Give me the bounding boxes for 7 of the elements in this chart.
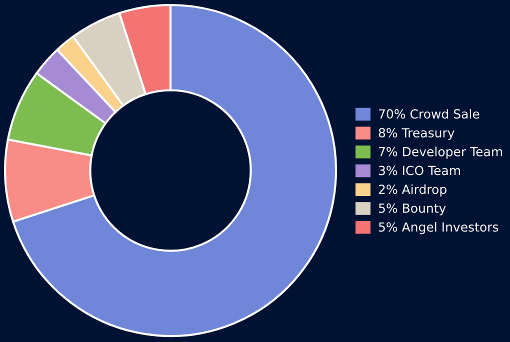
legend-label: 7% Developer Team [379, 146, 502, 159]
legend-label: 70% Crowd Sale [379, 108, 480, 119]
legend-label: 5% Bounty [378, 203, 446, 216]
legend-label: 3% ICO Team [378, 166, 460, 176]
legend-label: 2% Airdrop [378, 184, 446, 196]
legend-label: 5% Angel Investors [378, 222, 498, 234]
legend-label: 8% Treasury [378, 128, 454, 140]
